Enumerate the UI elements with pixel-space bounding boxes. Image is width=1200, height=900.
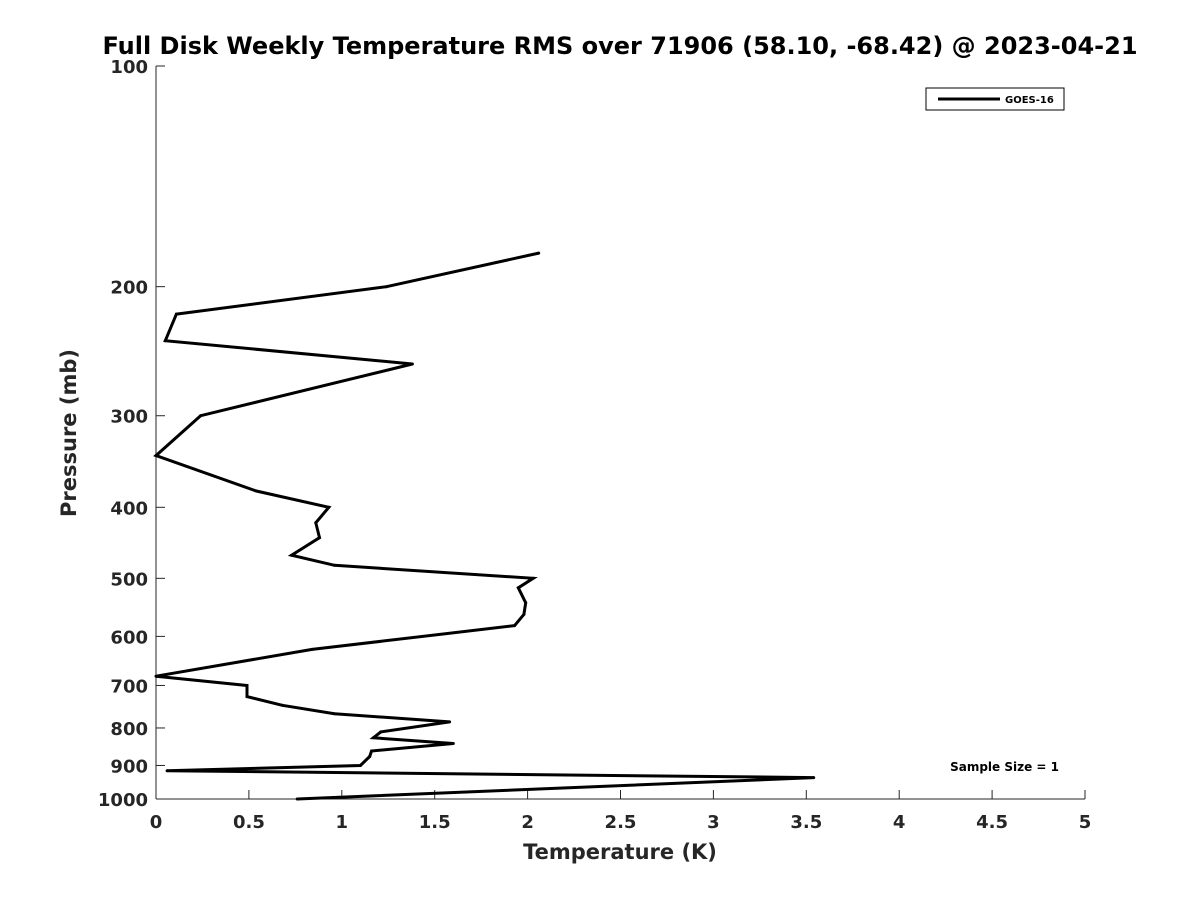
data-point — [165, 769, 169, 773]
data-point — [245, 684, 249, 687]
data-point — [327, 505, 331, 509]
data-point — [516, 586, 520, 590]
series-layer — [153, 251, 816, 801]
y-axis-label: Pressure (mb) — [57, 349, 81, 517]
plot-axes: 0 0.5 1 1.5 2 2.5 3 3.5 4 4.5 5 100 200 300 400 500 600 7… — [98, 57, 1091, 833]
x-tick-label: 0 — [150, 812, 163, 833]
data-point — [332, 712, 336, 716]
data-point — [379, 730, 383, 734]
x-tick-label: 2.5 — [605, 812, 637, 833]
data-point — [254, 489, 258, 493]
data-point — [290, 553, 294, 557]
y-tick-label: 200 — [110, 278, 148, 299]
data-point — [199, 414, 203, 418]
x-tick-label: 1.5 — [419, 812, 451, 833]
data-point — [314, 521, 318, 525]
data-point — [371, 736, 375, 740]
y-tick-label: 500 — [110, 569, 148, 590]
y-tick-label: 100 — [110, 57, 148, 78]
data-point — [368, 755, 372, 758]
data-point — [245, 695, 249, 699]
data-point — [384, 285, 388, 289]
data-point — [537, 251, 541, 255]
data-point — [310, 647, 314, 651]
data-point — [358, 764, 362, 767]
data-point — [522, 612, 526, 616]
data-point — [451, 742, 455, 745]
data-point — [332, 563, 336, 567]
data-point — [370, 749, 373, 753]
data-point — [318, 536, 321, 540]
x-tick-label: 0.5 — [233, 812, 265, 833]
y-tick-label: 1000 — [98, 790, 148, 811]
data-point — [513, 624, 517, 628]
data-point — [163, 339, 167, 343]
legend: GOES-16 — [925, 87, 1065, 111]
x-tick-label: 4.5 — [976, 812, 1008, 833]
data-point — [812, 776, 816, 780]
y-tick-label: 700 — [110, 676, 148, 697]
x-axis-label: Temperature (K) — [523, 840, 717, 864]
y-tick-label: 400 — [110, 498, 148, 519]
x-tick-label: 3 — [707, 812, 720, 833]
x-tick-label: 4 — [893, 812, 906, 833]
x-tick-label: 2 — [521, 812, 534, 833]
chart-title: Full Disk Weekly Temperature RMS over 71… — [102, 32, 1137, 60]
data-point — [448, 720, 452, 724]
data-point — [531, 576, 535, 580]
data-point — [524, 601, 528, 605]
data-point — [280, 703, 284, 707]
data-point — [154, 674, 158, 678]
data-point — [174, 312, 178, 316]
legend-label-goes-16: GOES-16 — [1005, 95, 1054, 106]
x-tick-label: 1 — [336, 812, 349, 833]
x-tick-label: 3.5 — [790, 812, 822, 833]
sample-size-annotation: Sample Size = 1 — [950, 760, 1059, 774]
data-point — [410, 362, 414, 366]
data-point — [295, 797, 299, 801]
y-tick-label: 800 — [110, 719, 148, 740]
y-tick-label: 900 — [110, 756, 148, 777]
data-point — [154, 454, 158, 458]
y-tick-label: 600 — [110, 627, 148, 648]
series-line-goes-16 — [153, 251, 814, 801]
y-tick-label: 300 — [110, 407, 148, 428]
x-tick-label: 5 — [1079, 812, 1092, 833]
